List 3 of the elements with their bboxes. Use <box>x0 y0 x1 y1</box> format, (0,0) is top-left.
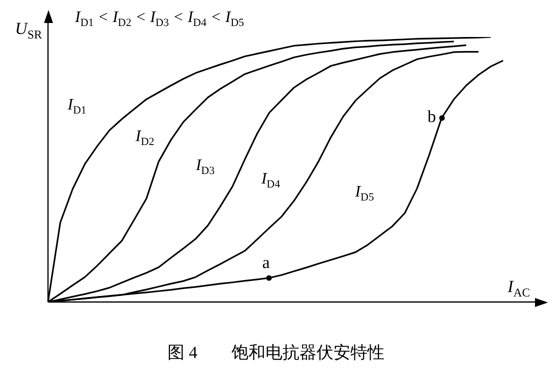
annotation: b <box>428 107 436 126</box>
caption: 图 4 饱和电抗器伏安特性 <box>168 343 384 362</box>
annotation: a <box>262 253 270 272</box>
